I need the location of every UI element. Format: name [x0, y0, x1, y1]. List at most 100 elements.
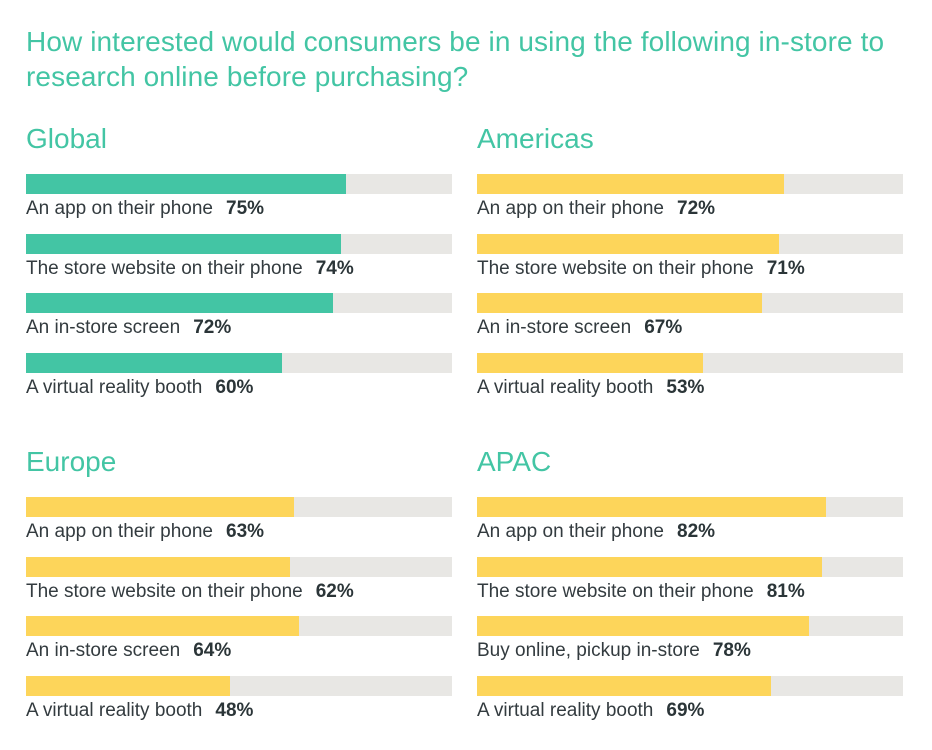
- category-label: An app on their phone: [477, 521, 664, 542]
- value-label: 82%: [677, 521, 716, 542]
- bar-row: A virtual reality booth 60%: [26, 352, 452, 412]
- panel-apac: APAC An app on their phone 82% The store w…: [477, 445, 903, 721]
- category-label: The store website on their phone: [477, 257, 754, 279]
- panel-title: APAC: [477, 446, 552, 477]
- bar: [477, 293, 763, 313]
- bar-row: A virtual reality booth 48%: [26, 675, 452, 735]
- category-label: A virtual reality booth: [26, 376, 203, 398]
- bar-label: The store website on their phone 81%: [477, 580, 805, 604]
- bar-track: [477, 352, 903, 373]
- chart-title: How interested would consumers be in usi…: [26, 26, 885, 92]
- value-label: 71%: [766, 257, 805, 279]
- bar-row: An in-store screen 72%: [26, 293, 452, 352]
- bar-track: [26, 616, 452, 636]
- bar-track: [477, 293, 903, 313]
- bar-row: An in-store screen 67%: [477, 293, 903, 352]
- bar: [477, 497, 827, 517]
- bar: [26, 352, 282, 373]
- value-label: 64%: [193, 640, 232, 661]
- bar-label: An app on their phone 82%: [477, 520, 715, 544]
- bar-track: [477, 675, 903, 696]
- bar-label: An app on their phone 63%: [26, 520, 264, 544]
- bar-track: [477, 174, 903, 194]
- value-label: 72%: [677, 198, 716, 219]
- panel-title: Global: [26, 123, 107, 154]
- bar-row: An in-store screen 64%: [26, 616, 452, 675]
- bar: [26, 556, 291, 577]
- category-label: An in-store screen: [477, 317, 632, 338]
- bar-label: An in-store screen 72%: [26, 316, 231, 340]
- value-label: 62%: [315, 580, 354, 602]
- category-label: The store website on their phone: [477, 580, 754, 602]
- bar: [477, 675, 771, 696]
- category-label: An in-store screen: [26, 317, 181, 338]
- value-label: 67%: [644, 317, 683, 338]
- value-label: 48%: [215, 699, 254, 721]
- category-label: An app on their phone: [477, 198, 664, 219]
- bar-track: [26, 675, 452, 696]
- category-label: An app on their phone: [26, 198, 213, 219]
- bar-track: [477, 616, 903, 636]
- bar: [477, 174, 784, 194]
- bar: [477, 352, 703, 373]
- bar-row: An app on their phone 63%: [26, 497, 452, 556]
- value-label: 63%: [226, 521, 265, 542]
- bar-label: An app on their phone 75%: [26, 197, 264, 221]
- category-label: An app on their phone: [26, 521, 213, 542]
- bar-row: An app on their phone 75%: [26, 174, 452, 233]
- panel-title: Americas: [477, 123, 594, 154]
- category-label: An in-store screen: [26, 640, 181, 661]
- bar: [477, 616, 810, 636]
- bar-row: The store website on their phone 71%: [477, 233, 903, 293]
- bar-track: [26, 556, 452, 577]
- bar-label: A virtual reality booth 48%: [26, 699, 253, 723]
- bar-label: The store website on their phone 71%: [477, 257, 805, 281]
- bar: [26, 233, 342, 254]
- value-label: 81%: [766, 580, 805, 602]
- bar: [26, 675, 231, 696]
- value-label: 75%: [226, 198, 265, 219]
- bar-row: The store website on their phone 62%: [26, 556, 452, 616]
- value-label: 78%: [712, 640, 751, 661]
- bar-row: An app on their phone 82%: [477, 497, 903, 556]
- panel-americas: Americas An app on their phone 72% The sto…: [477, 122, 903, 398]
- bar: [26, 616, 299, 636]
- bar-label: A virtual reality booth 53%: [477, 376, 704, 400]
- bar-row: A virtual reality booth 69%: [477, 675, 903, 735]
- bar-track: [477, 233, 903, 254]
- category-label: Buy online, pickup in-store: [477, 640, 700, 661]
- bar-track: [26, 233, 452, 254]
- bar-label: An in-store screen 64%: [26, 639, 231, 663]
- bar-track: [26, 293, 452, 313]
- value-label: 60%: [215, 376, 254, 398]
- bar-row: An app on their phone 72%: [477, 174, 903, 233]
- bar-track: [477, 497, 903, 517]
- category-label: A virtual reality booth: [477, 376, 654, 398]
- bar-label: An app on their phone 72%: [477, 197, 715, 221]
- category-label: The store website on their phone: [26, 580, 303, 602]
- bar-track: [26, 497, 452, 517]
- bar: [477, 233, 780, 254]
- bar-track: [26, 352, 452, 373]
- bar-label: The store website on their phone 74%: [26, 257, 354, 281]
- bar-row: A virtual reality booth 53%: [477, 352, 903, 412]
- category-label: The store website on their phone: [26, 257, 303, 279]
- bar-track: [26, 174, 452, 194]
- bar-row: The store website on their phone 74%: [26, 233, 452, 293]
- bar-label: An in-store screen 67%: [477, 316, 682, 340]
- value-label: 74%: [315, 257, 354, 279]
- bar-label: Buy online, pickup in-store 78%: [477, 639, 751, 663]
- category-label: A virtual reality booth: [26, 699, 203, 721]
- value-label: 69%: [666, 699, 705, 721]
- panel-global: Global An app on their phone 75% The store…: [26, 122, 452, 398]
- bar-label: The store website on their phone 62%: [26, 580, 354, 604]
- bar-track: [477, 556, 903, 577]
- panel-europe: Europe An app on their phone 63% The store…: [26, 445, 452, 721]
- bar-row: Buy online, pickup in-store 78%: [477, 616, 903, 675]
- bar: [26, 497, 295, 517]
- category-label: A virtual reality booth: [477, 699, 654, 721]
- bar-row: The store website on their phone 81%: [477, 556, 903, 616]
- bar: [26, 293, 333, 313]
- bar: [477, 556, 823, 577]
- value-label: 53%: [666, 376, 705, 398]
